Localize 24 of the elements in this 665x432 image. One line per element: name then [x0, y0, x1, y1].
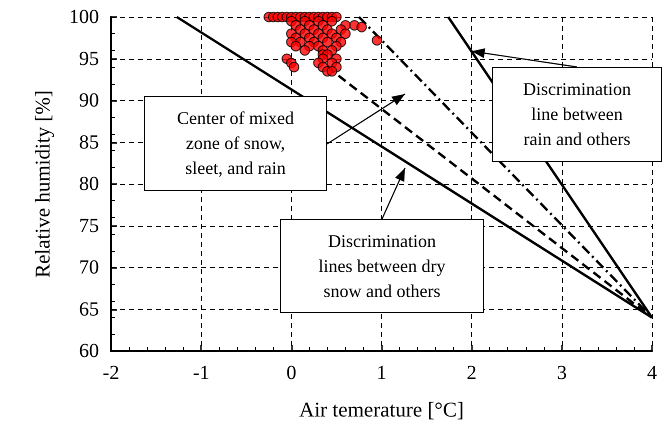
y-tick-label: 95	[79, 48, 99, 70]
callout-box: Discrimination line between rain and others	[492, 67, 662, 162]
y-tick-label: 90	[79, 90, 99, 112]
callout-box: Center of mixed zone of snow, sleet, and rain	[144, 96, 327, 191]
x-tick-label: 2	[466, 362, 477, 384]
y-tick-label: 80	[79, 173, 99, 195]
annotation: Discrimination lines between dry snow and others	[318, 230, 446, 302]
y-tick-label: 70	[79, 256, 99, 278]
y-axis-title: Relative humidity [%]	[30, 90, 54, 278]
x-tick-label: 3	[556, 362, 567, 384]
x-tick-label: 4	[647, 362, 657, 384]
y-tick-label: 60	[79, 340, 99, 362]
y-tick-label: 85	[79, 131, 99, 154]
x-tick-label: -1	[192, 362, 210, 384]
x-axis-title: Air temerature [°C]	[299, 398, 464, 422]
callout-box: Discrimination lines between dry snow and others	[280, 219, 484, 313]
annotation: Discrimination line between rain and others	[523, 78, 631, 151]
annotation: Center of mixed zone of snow, sleet, and rain	[177, 107, 294, 180]
x-tick-label: 1	[376, 362, 386, 384]
y-tick-label: 100	[69, 6, 99, 28]
y-tick-label: 75	[79, 214, 99, 237]
y-tick-label: 65	[79, 298, 99, 320]
x-tick-label: -2	[102, 362, 120, 384]
x-tick-label: 0	[286, 362, 296, 384]
